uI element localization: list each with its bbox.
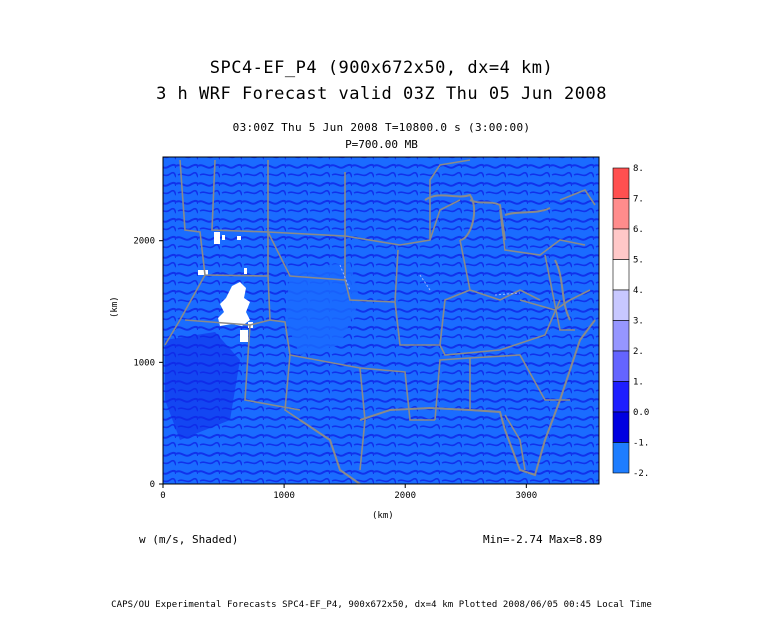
y-tick-label: 1000 (133, 358, 155, 368)
colorbar-level-label: 4. (633, 286, 644, 296)
colorbar-swatch (612, 411, 630, 443)
map-frame (162, 156, 600, 485)
colorbar-swatch (612, 350, 630, 382)
vertical-velocity-field (163, 157, 599, 484)
colorbar-level-label: 8. (633, 164, 644, 174)
colorbar-swatch (612, 381, 630, 413)
colorbar-level-label: 7. (633, 195, 644, 205)
plot-title-line2: 3 h WRF Forecast valid 03Z Thu 05 Jun 20… (156, 84, 607, 104)
colorbar-swatch (612, 198, 630, 230)
colorbar-swatch (612, 167, 630, 199)
plains-smooth-region (285, 262, 360, 355)
colorbar-level-label: 3. (633, 317, 644, 327)
y-tick-label: 0 (150, 480, 155, 490)
colorbar-swatch (612, 442, 630, 474)
x-tick-label: 2000 (394, 491, 416, 501)
colorbar-level-label: 5. (633, 256, 644, 266)
colorbar-level-label: 2. (633, 347, 644, 357)
colorbar-swatch (612, 320, 630, 352)
min-max-label: Min=-2.74 Max=8.89 (483, 533, 603, 546)
color-bar: 8. 7. 6. 5. 4. 3. 2. 1. 0.0 -1. -2. (612, 164, 649, 479)
colorbar-level-label: 6. (633, 225, 644, 235)
colorbar-swatch (612, 259, 630, 291)
plot-title-line1: SPC4-EF_P4 (900x672x50, dx=4 km) (209, 58, 554, 78)
x-axis-ticks: 0 1000 2000 3000 (160, 484, 537, 501)
y-axis-label: (km) (110, 296, 120, 318)
pressure-level-label: P=700.00 MB (345, 138, 418, 151)
convective-streaks (339, 264, 521, 296)
colorbar-swatch (612, 228, 630, 260)
colorbar-swatch (612, 289, 630, 321)
southwest-dark-region (165, 332, 240, 440)
y-tick-label: 2000 (133, 237, 155, 247)
colorbar-level-label: 1. (633, 378, 644, 388)
field-variable-label: w (m/s, Shaded) (139, 533, 239, 546)
x-tick-label: 1000 (273, 491, 295, 501)
colorbar-level-label: -2. (633, 469, 649, 479)
colorbar-level-label: 0.0 (633, 408, 649, 418)
colorbar-level-label: -1. (633, 439, 649, 449)
state-borders (164, 159, 596, 471)
y-axis-ticks: 0 1000 2000 (133, 237, 163, 490)
footer-credit: CAPS/OU Experimental Forecasts SPC4-EF_P… (111, 600, 652, 610)
coastlines (299, 193, 596, 484)
valid-time-label: 03:00Z Thu 5 Jun 2008 T=10800.0 s (3:00:… (232, 121, 531, 134)
x-tick-label: 0 (160, 491, 165, 501)
x-axis-label: (km) (372, 511, 394, 521)
x-tick-label: 3000 (515, 491, 537, 501)
